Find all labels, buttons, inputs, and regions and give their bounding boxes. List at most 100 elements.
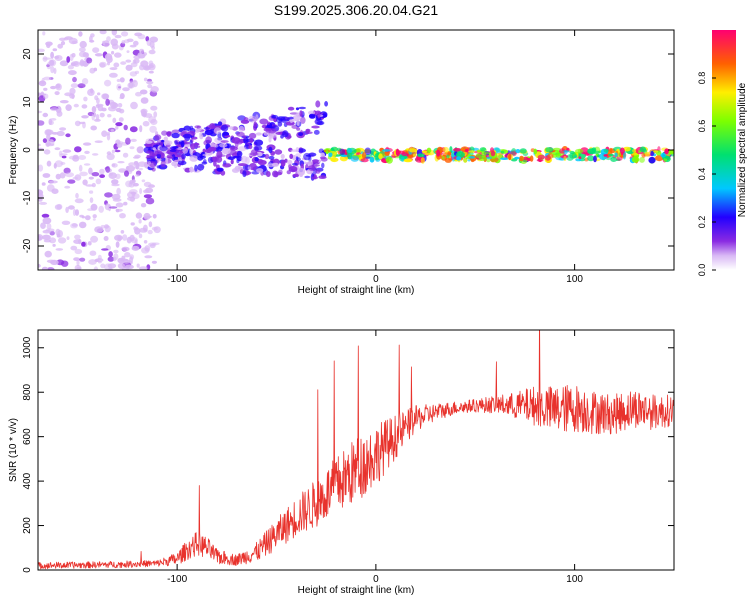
spectrogram-cell: [94, 118, 101, 122]
spectrogram-cell: [243, 135, 246, 139]
spectrogram-cell: [89, 39, 95, 43]
spectrogram-cell: [203, 126, 211, 130]
spectrogram-cell: [43, 93, 49, 99]
spectrogram-cell: [119, 77, 125, 83]
spectrogram-cell: [115, 107, 122, 113]
spectrogram-cell: [476, 153, 481, 159]
spectrogram-cell: [234, 141, 239, 149]
spectrogram-cell: [111, 179, 119, 185]
spectrogram-cell: [115, 173, 121, 180]
spectrogram-cell: [287, 116, 294, 120]
spectrogram-cell: [364, 147, 372, 155]
snr-frame: [37, 329, 675, 571]
spectrogram-cell: [191, 136, 198, 140]
spectrogram-cell: [52, 48, 58, 52]
spectrogram-cell: [92, 47, 100, 53]
spectrogram-cell: [575, 148, 584, 154]
spectrogram-cell: [259, 118, 269, 125]
spectrogram-cell: [126, 236, 132, 244]
spectrogram-cell: [54, 204, 62, 210]
spectrogram-cell: [119, 213, 126, 219]
spectrogram-cell: [75, 209, 79, 216]
spectrogram-cell: [298, 106, 307, 110]
spectrogram-cell: [106, 133, 111, 141]
spectrogram-cell: [130, 62, 138, 68]
spectrogram-cell: [45, 129, 54, 135]
spectrogram-cell: [204, 129, 214, 136]
spectrogram-cell: [50, 85, 57, 90]
spectrogram-cell: [125, 64, 133, 71]
spectrogram-cell: [631, 156, 640, 163]
colorbar-tick-label: 0.2: [697, 216, 707, 229]
spectrogram-cell: [50, 107, 59, 112]
snr-x-tick-label: -100: [167, 574, 187, 585]
spectrogram-cell: [308, 155, 312, 163]
spectrogram-cell: [42, 173, 51, 178]
spectrogram-cell: [197, 156, 204, 161]
spectrogram-cell: [43, 149, 51, 155]
spectrogram-cell: [330, 157, 339, 163]
spectrogram-cell: [297, 148, 306, 153]
spectrogram-cell: [202, 148, 206, 153]
spectrogram-cell: [131, 179, 136, 184]
spectrogram-cell: [603, 148, 609, 153]
spectrogram-cell: [112, 198, 122, 202]
spectrogram-cell: [272, 170, 279, 178]
spectrogram-cell: [378, 153, 383, 160]
spectrogram-cell: [148, 70, 154, 74]
spectrogram-cell: [129, 256, 134, 264]
spectrogram-cell: [150, 86, 159, 93]
spectrogram-cell: [280, 134, 284, 139]
spectrogram-cell: [616, 156, 623, 161]
spectrogram-cell: [89, 250, 97, 256]
spectrogram-cell: [663, 158, 668, 162]
spectrogram-cell: [90, 235, 99, 243]
spectrogram-cell: [123, 259, 131, 264]
spectrogram-cell: [83, 163, 91, 166]
spectrogram-cell: [313, 129, 320, 135]
spectrogram-cell: [309, 113, 315, 118]
spectrogram-cell: [59, 172, 66, 179]
spectrogram-cell: [295, 147, 300, 153]
spectrogram-cell: [115, 241, 120, 248]
spectrogram-cell: [311, 176, 318, 180]
spectrogram-cell: [78, 155, 87, 160]
spectrogram-cell: [138, 167, 143, 171]
spectrogram-cell: [42, 234, 51, 240]
spectrogram-cell: [318, 175, 327, 180]
spectrogram-cell: [91, 113, 95, 121]
spectrogram-cell: [194, 125, 202, 129]
spectrogram-cell: [107, 114, 112, 118]
spectrogram-cell: [446, 154, 450, 159]
spectrogram-cell: [135, 212, 143, 219]
spectrogram-cell: [222, 163, 232, 168]
snr-y-ticks: 0 200 400 600 800 1000: [22, 336, 674, 573]
spectrogram-cell: [238, 163, 247, 167]
spectrogram-cell: [215, 164, 220, 169]
spectrogram-cell: [46, 184, 55, 192]
spectrogram-cell: [547, 153, 554, 159]
spectrogram-cell: [65, 206, 69, 213]
spectrogram-cell: [238, 125, 245, 132]
spectrogram-cell: [304, 175, 311, 179]
spectrogram-cell: [623, 146, 631, 152]
spectrogram-cell: [101, 248, 109, 251]
spectrogram-cell: [523, 156, 529, 161]
spectrogram-cell: [515, 149, 521, 154]
spectrogram-cell: [217, 121, 223, 126]
spectrogram-cell: [50, 259, 59, 265]
spectrogram-cell: [271, 162, 279, 167]
spectrogram-cell: [44, 250, 52, 258]
spectrogram-cell: [189, 155, 198, 162]
spectrogram-cell: [46, 133, 51, 141]
spectrogram-cell: [129, 80, 137, 83]
spectrogram-cell: [90, 33, 95, 38]
spectrogram-cell: [99, 168, 105, 175]
spectrogram-cell: [59, 100, 69, 104]
spectrogram-cell: [614, 152, 618, 157]
spectrogram-cell: [50, 51, 54, 59]
snr-panel: -100 0 100 0 200 400 600 800 1000 Height of str…: [8, 329, 675, 596]
spectrogram-cell: [83, 142, 92, 146]
